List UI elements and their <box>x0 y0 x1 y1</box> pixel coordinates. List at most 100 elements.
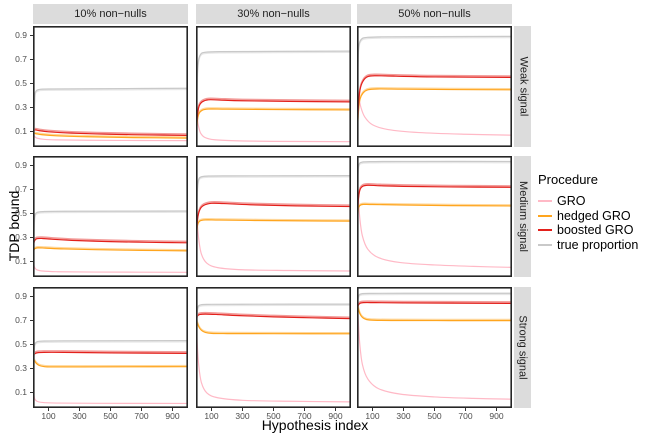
facet-row-strip: Weak signal <box>514 26 531 147</box>
facet-row-strip-label: Weak signal <box>517 56 529 117</box>
tick-mark <box>403 408 404 411</box>
tick-mark <box>465 408 466 411</box>
line-true-proportion <box>33 339 188 375</box>
tick-mark <box>273 408 274 411</box>
tick-mark <box>242 408 243 411</box>
panel-border <box>357 26 512 147</box>
x-tick-label: 300 <box>396 411 411 421</box>
legend-item-hedged-gro: hedged GRO <box>538 209 638 224</box>
tick-mark <box>335 408 336 411</box>
x-tick-label: 500 <box>266 411 281 421</box>
legend-title: Procedure <box>538 172 598 187</box>
y-tick-label: 0.9 <box>15 290 27 301</box>
line-GRO <box>196 109 351 143</box>
line-halo-boosted-GRO <box>357 73 512 124</box>
tick-mark <box>79 408 80 411</box>
x-tick-label: 300 <box>235 411 250 421</box>
line-halo-boosted-GRO <box>196 311 351 319</box>
line-GRO <box>33 262 188 273</box>
y-tick-label: 0.7 <box>15 53 27 64</box>
line-GRO <box>357 86 512 136</box>
x-tick-label: 300 <box>72 411 87 421</box>
line-hedged-GRO <box>196 318 351 335</box>
line-halo-boosted-GRO <box>196 97 351 128</box>
panel-border <box>357 156 512 277</box>
line-halo-hedged-GRO <box>196 317 351 334</box>
tick-mark <box>30 212 33 214</box>
y-tick-label: 0.3 <box>15 101 27 112</box>
y-tick-label: 0.3 <box>15 231 27 242</box>
panel-border <box>33 26 188 147</box>
panel-3-2 <box>196 287 351 408</box>
facet-column-strip: 10% non−nulls <box>33 4 188 24</box>
line-halo-boosted-GRO <box>33 236 188 245</box>
line-true-proportion <box>33 87 188 137</box>
tick-mark <box>30 391 33 393</box>
line-hedged-GRO <box>33 358 188 368</box>
line-halo-true-proportion <box>33 211 188 251</box>
panel-border <box>357 287 512 408</box>
tick-mark <box>30 58 33 60</box>
line-boosted-GRO <box>357 75 512 126</box>
y-tick-label: 0.5 <box>15 338 27 349</box>
line-hedged-GRO <box>196 219 351 238</box>
tick-mark <box>30 106 33 108</box>
line-halo-true-proportion <box>196 175 351 221</box>
panel-1-2 <box>196 26 351 147</box>
panel-border <box>196 26 351 147</box>
panel-1-3 <box>357 26 512 147</box>
x-tick-label: 100 <box>204 411 219 421</box>
y-tick-label: 0.5 <box>15 77 27 88</box>
line-GRO <box>357 299 512 400</box>
y-tick-label: 0.5 <box>15 207 27 218</box>
line-true-proportion <box>196 175 351 220</box>
line-halo-true-proportion <box>357 36 512 79</box>
x-tick-label: 500 <box>427 411 442 421</box>
tick-mark <box>30 260 33 262</box>
tick-mark <box>30 164 33 166</box>
legend-key-line-true-proportion <box>538 243 552 246</box>
tick-mark <box>434 408 435 411</box>
y-tick-label: 0.9 <box>15 159 27 170</box>
y-tick-label: 0.1 <box>15 386 27 397</box>
line-boosted-GRO <box>196 202 351 240</box>
line-hedged-GRO <box>196 108 351 132</box>
tick-mark <box>30 34 33 36</box>
tick-mark <box>211 408 212 411</box>
x-tick-label: 500 <box>103 411 118 421</box>
tick-mark <box>30 130 33 132</box>
line-hedged-GRO <box>357 203 512 221</box>
line-halo-hedged-GRO <box>196 107 351 131</box>
line-boosted-GRO <box>357 301 512 310</box>
legend-key-line-boosted-gro <box>538 229 552 232</box>
x-tick-label: 900 <box>489 411 504 421</box>
line-true-proportion <box>33 210 188 250</box>
line-halo-true-proportion <box>196 304 351 334</box>
tick-mark <box>496 408 497 411</box>
line-boosted-GRO <box>33 129 188 137</box>
legend-label: GRO <box>557 194 586 209</box>
line-GRO <box>196 322 351 403</box>
y-tick-label: 0.7 <box>15 183 27 194</box>
line-true-proportion <box>357 35 512 78</box>
legend-item-gro: GRO <box>538 194 638 209</box>
y-tick-label: 0.1 <box>15 125 27 136</box>
tick-mark <box>141 408 142 411</box>
line-halo-true-proportion <box>33 88 188 138</box>
line-GRO <box>33 391 188 405</box>
line-boosted-GRO <box>33 237 188 246</box>
panel-3-3 <box>357 287 512 408</box>
line-halo-hedged-GRO <box>33 131 188 138</box>
x-tick-label: 900 <box>328 411 343 421</box>
line-boosted-GRO <box>196 99 351 129</box>
line-hedged-GRO <box>357 88 512 128</box>
panel-2-3 <box>357 156 512 277</box>
panel-border <box>196 156 351 277</box>
line-boosted-GRO <box>357 184 512 223</box>
y-tick-label: 0.7 <box>15 314 27 325</box>
line-halo-hedged-GRO <box>357 87 512 127</box>
line-halo-true-proportion <box>33 340 188 376</box>
y-tick-label: 0.9 <box>15 29 27 40</box>
line-hedged-GRO <box>357 301 512 322</box>
